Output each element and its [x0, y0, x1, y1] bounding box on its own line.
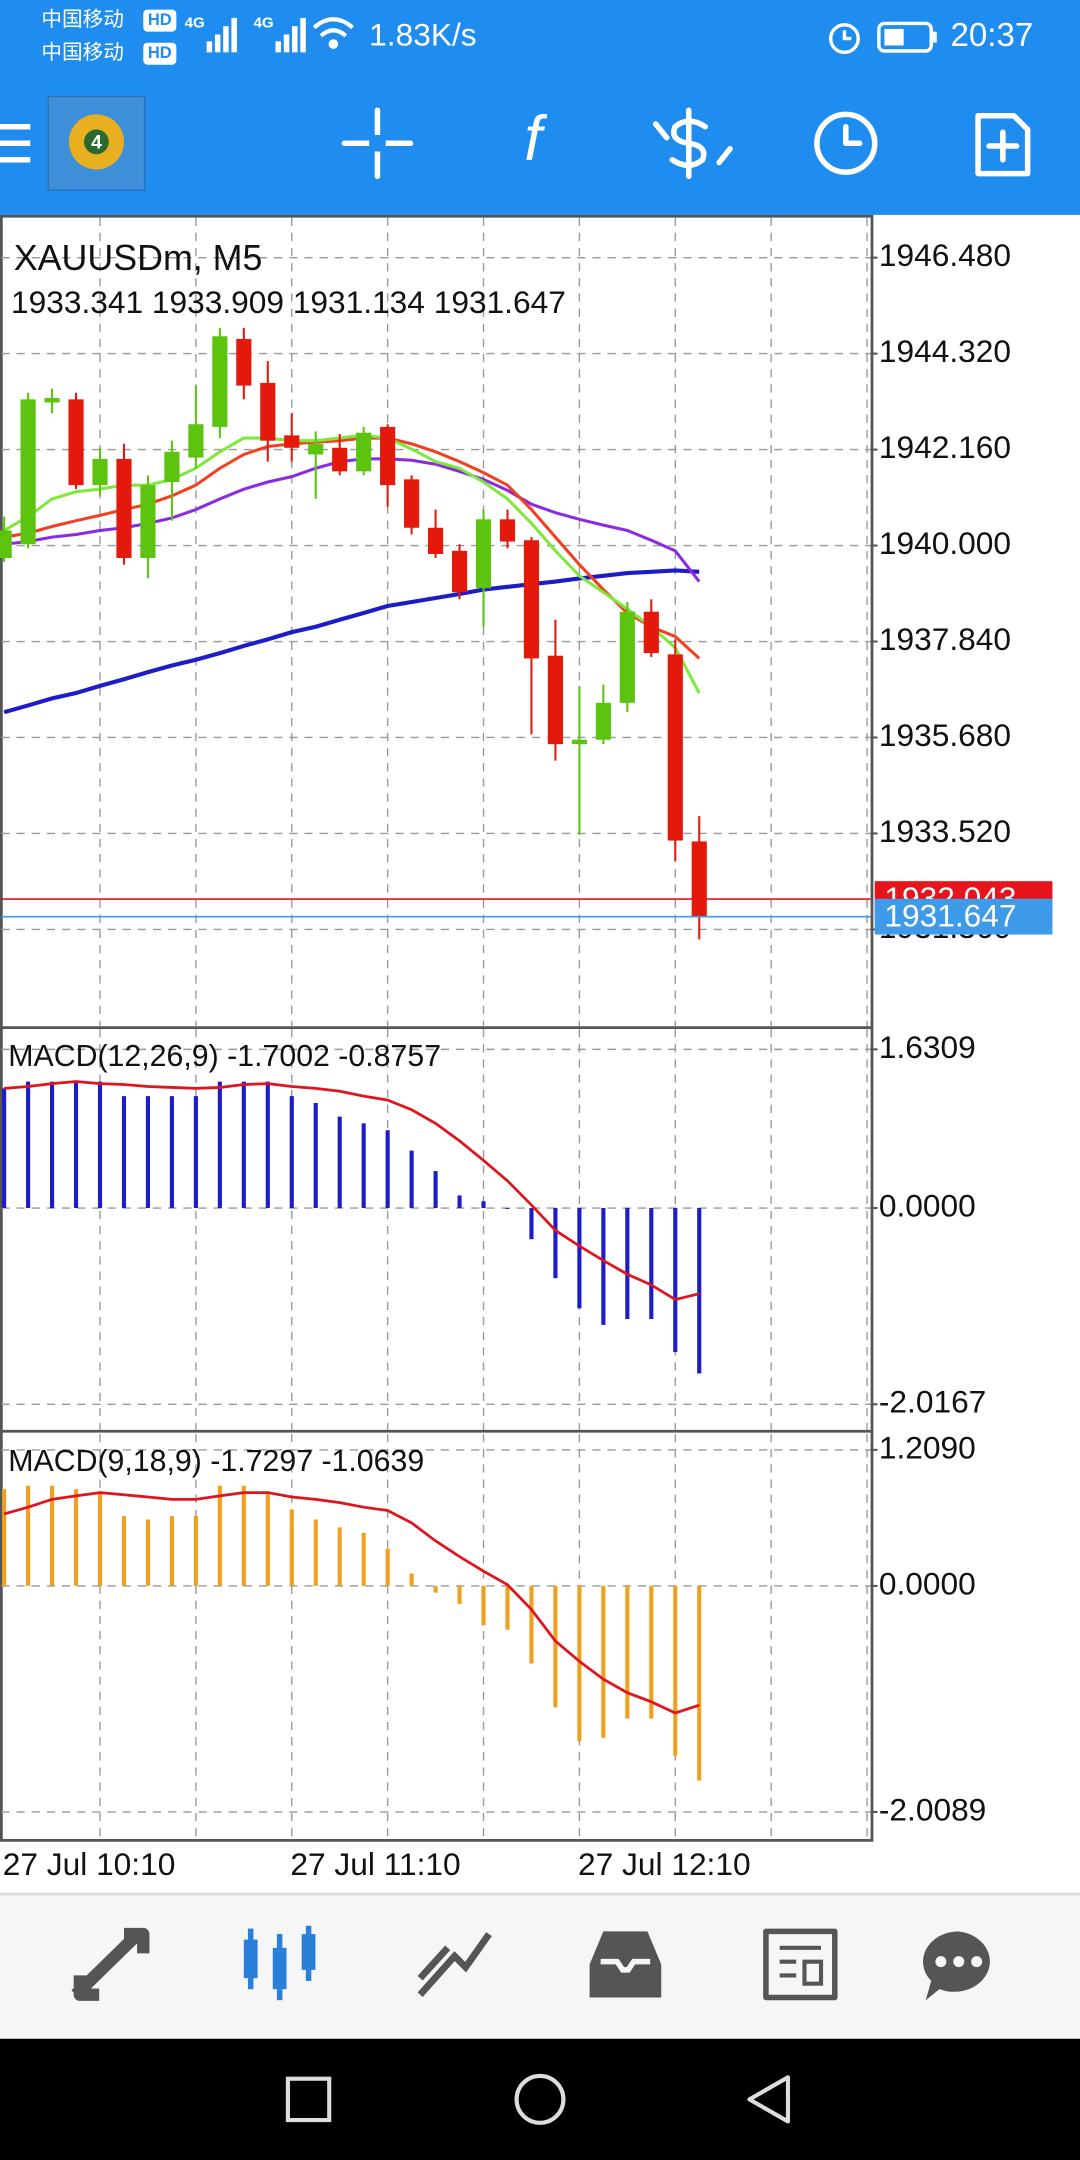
- candle-body: [547, 655, 564, 745]
- back-button[interactable]: [747, 2075, 791, 2124]
- candle-body: [188, 424, 204, 458]
- price-tag-label: 1931.647: [884, 897, 1016, 933]
- y-tick-label: 1944.320: [879, 333, 1011, 369]
- chart-layer: 1946.480 1944.320 1942.160 1940.000 1937.840…: [0, 217, 1053, 1882]
- signal-line: [4, 1080, 700, 1302]
- menu-button[interactable]: [0, 123, 31, 163]
- candle-body: [619, 611, 635, 703]
- y-tick-label: 1942.160: [879, 429, 1011, 465]
- chat-tab[interactable]: [923, 1931, 990, 2001]
- history-tab[interactable]: [589, 1931, 662, 1998]
- chart-title: XAUUSDm, M5: [14, 238, 263, 278]
- candle-body: [284, 435, 300, 448]
- candle-body: [236, 338, 252, 386]
- candle-body: [475, 519, 492, 589]
- recents-button[interactable]: [285, 2076, 332, 2123]
- news-tab[interactable]: [763, 1928, 838, 2001]
- system-nav: [0, 2038, 1080, 2160]
- candle-body: [523, 540, 540, 659]
- network-type: 4G: [185, 14, 205, 31]
- ma-line: [3, 436, 701, 660]
- trade-tab[interactable]: [417, 1932, 492, 1997]
- new-order-button[interactable]: [975, 112, 1031, 177]
- indicator-title: MACD(12,26,9) -1.7002 -0.8757: [8, 1040, 441, 1073]
- candle-body: [164, 451, 180, 483]
- pane-frame: [0, 214, 874, 1842]
- y-tick-label: 1937.840: [879, 621, 1011, 657]
- candle-body: [356, 432, 372, 472]
- app-logo[interactable]: 4: [47, 95, 146, 191]
- candle-body: [691, 841, 707, 917]
- candle-body: [140, 485, 156, 558]
- candle-body: [499, 519, 516, 542]
- x-tick-label: 27 Jul 11:10: [290, 1846, 460, 1882]
- candle-body: [595, 702, 611, 740]
- ohlc-values: 1933.341 1933.909 1931.134 1931.647: [11, 284, 566, 320]
- chart-tab[interactable]: [243, 1925, 316, 2001]
- x-tick-label: 27 Jul 12:10: [578, 1846, 751, 1882]
- wifi-icon: [312, 17, 354, 49]
- hd-label: HD: [148, 43, 172, 62]
- y-tick-label: 0.0000: [879, 1187, 976, 1223]
- candle-body: [20, 399, 36, 545]
- battery-icon: [877, 21, 937, 53]
- candle-body: [643, 611, 659, 654]
- network-type: 4G: [253, 14, 273, 31]
- candle-body: [260, 382, 276, 441]
- hd-badge: [143, 9, 177, 32]
- price-tag: [874, 898, 1053, 935]
- crosshair-button[interactable]: [341, 107, 414, 180]
- trade-button[interactable]: [652, 107, 733, 180]
- y-tick-label: 1933.520: [879, 813, 1011, 849]
- candle-body: [92, 458, 108, 486]
- y-tick-label: 1946.480: [879, 237, 1011, 273]
- signal-line: [3, 1491, 700, 1715]
- y-tick-label: 1935.680: [879, 717, 1011, 753]
- candle-body: [571, 739, 587, 745]
- ma-line: [3, 433, 701, 694]
- candle-body: [116, 458, 132, 558]
- carrier: 中国移动: [41, 8, 124, 31]
- candle-body: [380, 426, 396, 486]
- candle-body: [308, 443, 324, 455]
- carrier: 中国移动: [41, 41, 124, 64]
- candle-body: [404, 479, 420, 528]
- y-tick-label: 0.0000: [879, 1565, 976, 1601]
- x-tick-label: 27 Jul 10:10: [3, 1846, 176, 1882]
- quotes-tab[interactable]: [71, 1927, 150, 2001]
- candle-body: [44, 398, 60, 403]
- y-tick-label: -2.0167: [879, 1384, 986, 1420]
- candle-body: [667, 654, 683, 841]
- hd-label: HD: [148, 10, 172, 29]
- ma-line: [3, 457, 701, 583]
- candle-body: [332, 447, 348, 472]
- network-speed: 1.83K/s: [369, 17, 476, 53]
- hd-badge: [143, 42, 177, 65]
- candle-body: [68, 399, 84, 486]
- y-tick-label: 1940.000: [879, 525, 1011, 561]
- bottom-nav: [0, 1892, 1080, 2039]
- candle-body: [212, 336, 228, 427]
- clock: 20:37: [951, 17, 1034, 54]
- y-tick-label: 1.2090: [879, 1429, 976, 1465]
- candle-body: [451, 550, 468, 593]
- alarm-icon: [828, 23, 860, 55]
- signal-icons: [206, 17, 306, 53]
- indicator-title: MACD(9,18,9) -1.7297 -1.0639: [8, 1445, 424, 1478]
- home-button[interactable]: [514, 2073, 566, 2125]
- candle-body: [428, 527, 444, 554]
- candle-body: [0, 530, 12, 558]
- y-tick-label: -2.0089: [879, 1791, 986, 1827]
- svg-text:4: 4: [91, 132, 102, 153]
- y-tick-label: 1.6309: [879, 1029, 976, 1065]
- timeframe-button[interactable]: [814, 111, 878, 175]
